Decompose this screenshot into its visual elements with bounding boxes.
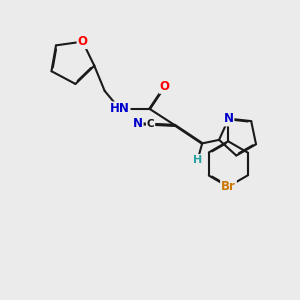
Text: N: N: [133, 117, 143, 130]
Text: C: C: [147, 119, 154, 129]
Text: O: O: [78, 35, 88, 48]
Text: Br: Br: [221, 180, 236, 193]
Text: H: H: [193, 155, 202, 165]
Text: O: O: [160, 80, 170, 93]
Text: HN: HN: [110, 102, 130, 116]
Text: N: N: [224, 112, 233, 125]
